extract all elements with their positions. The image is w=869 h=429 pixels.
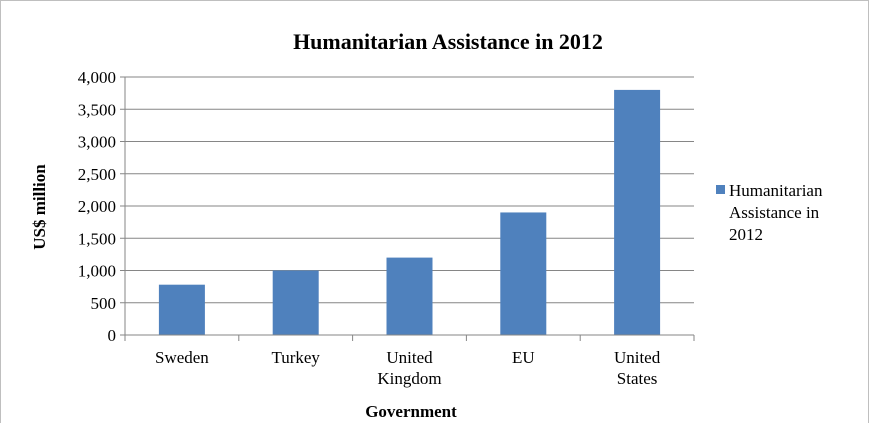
bar bbox=[614, 89, 661, 336]
legend-label: Humanitarian Assistance in 2012 bbox=[729, 181, 823, 244]
x-category-labels: Sweden Turkey United Kingdom EU United States bbox=[155, 348, 661, 388]
bar bbox=[386, 257, 433, 335]
x-category-label: Sweden bbox=[155, 348, 209, 367]
y-tick-label: 3,500 bbox=[78, 100, 116, 119]
y-tick-label: 4,000 bbox=[78, 68, 116, 87]
bar bbox=[500, 212, 547, 335]
y-axis-label: US$ million bbox=[30, 164, 49, 250]
x-category-label: United Kingdom bbox=[377, 348, 441, 388]
gridlines bbox=[120, 76, 694, 336]
y-tick-label: 0 bbox=[108, 326, 117, 345]
x-category-label: Turkey bbox=[271, 348, 320, 367]
chart-title: Humanitarian Assistance in 2012 bbox=[293, 29, 603, 54]
bar bbox=[272, 270, 319, 335]
x-category-label: EU bbox=[512, 348, 535, 367]
bars bbox=[158, 89, 661, 336]
legend-swatch bbox=[716, 185, 725, 194]
x-category-label: United States bbox=[614, 348, 661, 388]
y-tick-label: 2,000 bbox=[78, 197, 116, 216]
y-tick-labels: 0 500 1,000 1,500 2,000 2,500 3,000 3,500 4,000 bbox=[78, 68, 116, 345]
y-tick-label: 1,000 bbox=[78, 262, 116, 281]
axes bbox=[124, 77, 695, 341]
bar bbox=[158, 284, 205, 335]
y-tick-label: 1,500 bbox=[78, 229, 116, 248]
y-tick-label: 2,500 bbox=[78, 165, 116, 184]
x-axis-label: Government bbox=[365, 402, 457, 421]
y-tick-label: 3,000 bbox=[78, 133, 116, 152]
legend: Humanitarian Assistance in 2012 bbox=[716, 181, 823, 244]
y-tick-label: 500 bbox=[91, 294, 117, 313]
